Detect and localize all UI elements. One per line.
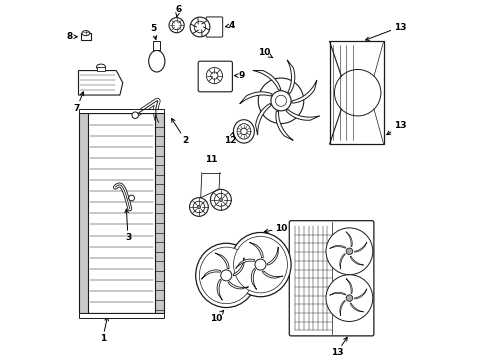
Polygon shape — [330, 246, 346, 248]
Ellipse shape — [190, 17, 210, 37]
Bar — [155, 113, 164, 313]
Ellipse shape — [215, 193, 227, 206]
Ellipse shape — [219, 198, 222, 202]
Bar — [81, 33, 91, 40]
Bar — [79, 313, 164, 318]
Ellipse shape — [230, 233, 291, 297]
Ellipse shape — [326, 275, 373, 321]
FancyBboxPatch shape — [206, 17, 222, 37]
Polygon shape — [350, 303, 364, 312]
Ellipse shape — [211, 72, 218, 79]
Ellipse shape — [241, 128, 247, 135]
Ellipse shape — [148, 50, 165, 72]
Ellipse shape — [196, 243, 257, 307]
Ellipse shape — [275, 95, 287, 106]
Bar — [153, 41, 160, 50]
Polygon shape — [215, 253, 229, 269]
Bar — [79, 113, 88, 313]
Text: 1: 1 — [99, 317, 108, 343]
Ellipse shape — [326, 228, 373, 275]
Polygon shape — [292, 80, 317, 103]
Text: 13: 13 — [366, 22, 406, 40]
Ellipse shape — [234, 236, 288, 293]
Polygon shape — [236, 259, 255, 269]
Ellipse shape — [197, 205, 201, 209]
Bar — [87, 113, 157, 313]
Polygon shape — [346, 279, 352, 293]
Text: 8: 8 — [67, 32, 77, 41]
Ellipse shape — [169, 18, 184, 33]
Ellipse shape — [237, 123, 251, 139]
Bar — [330, 41, 384, 144]
Polygon shape — [249, 242, 263, 258]
Text: 3: 3 — [125, 209, 131, 242]
Ellipse shape — [233, 120, 254, 143]
Ellipse shape — [221, 270, 232, 281]
Polygon shape — [251, 269, 257, 289]
Polygon shape — [217, 279, 222, 300]
Ellipse shape — [206, 67, 222, 84]
Text: 10: 10 — [258, 48, 273, 58]
Polygon shape — [240, 92, 272, 104]
Polygon shape — [354, 242, 367, 252]
Polygon shape — [354, 289, 367, 299]
Polygon shape — [330, 292, 346, 295]
Polygon shape — [287, 60, 295, 94]
Text: 9: 9 — [234, 71, 245, 80]
Text: 13: 13 — [387, 122, 406, 135]
Text: 12: 12 — [224, 132, 237, 145]
Polygon shape — [256, 103, 271, 135]
Ellipse shape — [258, 78, 304, 123]
Text: 5: 5 — [150, 24, 157, 40]
Ellipse shape — [346, 295, 353, 301]
Ellipse shape — [172, 21, 181, 30]
Text: 4: 4 — [225, 21, 235, 30]
Text: 11: 11 — [204, 155, 217, 164]
Text: 10: 10 — [210, 310, 223, 323]
Ellipse shape — [193, 201, 205, 213]
Ellipse shape — [129, 195, 134, 201]
Polygon shape — [268, 247, 278, 265]
Text: 10: 10 — [264, 224, 287, 233]
Polygon shape — [286, 109, 319, 120]
Polygon shape — [350, 256, 364, 265]
Ellipse shape — [255, 259, 266, 270]
Text: 7: 7 — [74, 92, 84, 112]
Ellipse shape — [335, 69, 381, 116]
Polygon shape — [340, 253, 345, 269]
Polygon shape — [340, 300, 345, 316]
Polygon shape — [276, 111, 293, 140]
Polygon shape — [262, 271, 283, 278]
Bar — [79, 109, 164, 113]
Ellipse shape — [194, 21, 206, 33]
Text: 2: 2 — [172, 118, 189, 145]
Polygon shape — [233, 258, 244, 276]
Polygon shape — [78, 71, 123, 95]
Ellipse shape — [199, 247, 253, 304]
Ellipse shape — [82, 31, 90, 36]
Ellipse shape — [190, 198, 208, 216]
Polygon shape — [201, 270, 221, 279]
Polygon shape — [346, 232, 352, 247]
Ellipse shape — [210, 189, 231, 210]
Ellipse shape — [132, 112, 139, 118]
Ellipse shape — [271, 91, 291, 111]
Polygon shape — [253, 71, 281, 90]
Text: 6: 6 — [175, 4, 181, 17]
Text: 13: 13 — [331, 337, 347, 357]
FancyBboxPatch shape — [289, 221, 374, 336]
Ellipse shape — [346, 248, 353, 255]
Ellipse shape — [97, 64, 105, 70]
FancyBboxPatch shape — [198, 61, 232, 92]
Bar — [97, 67, 105, 71]
Polygon shape — [228, 282, 248, 289]
